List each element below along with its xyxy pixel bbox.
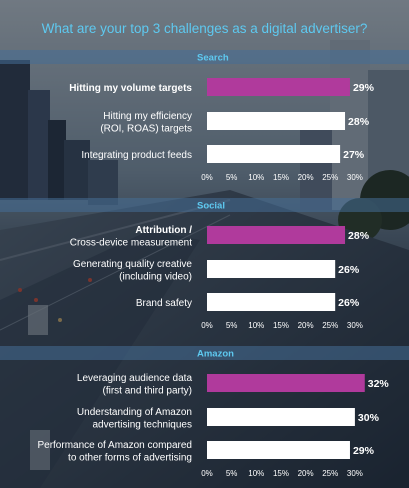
x-tick-label: 25% <box>322 173 338 182</box>
category-label-line: (ROI, ROAS) targets <box>100 123 192 134</box>
x-tick-label: 30% <box>347 469 363 478</box>
bar <box>207 226 346 244</box>
category-label-line: Performance of Amazon compared <box>37 440 192 451</box>
bar-value-label: 29% <box>353 445 375 457</box>
section-band <box>0 50 409 64</box>
category-label-line: (first and third party) <box>103 385 192 396</box>
bar-value-label: 26% <box>338 264 360 276</box>
x-tick-label: 0% <box>201 173 213 182</box>
x-tick-label: 10% <box>248 469 264 478</box>
x-tick-label: 0% <box>201 469 213 478</box>
bar <box>207 112 346 130</box>
category-label: Attribution / Cross-device measurement <box>70 225 192 249</box>
x-tick-label: 0% <box>201 321 213 330</box>
category-label: Integrating product feeds <box>81 150 192 161</box>
section-band <box>0 198 409 212</box>
bar-value-label: 28% <box>348 116 370 128</box>
bar <box>207 293 336 311</box>
category-label-line: Hitting my efficiency <box>103 111 192 122</box>
bar <box>207 408 355 426</box>
category-label-line: advertising techniques <box>92 419 192 430</box>
x-tick-label: 10% <box>248 173 264 182</box>
x-tick-label: 25% <box>322 469 338 478</box>
x-tick-label: 5% <box>226 173 238 182</box>
bar-value-label: 26% <box>338 297 360 309</box>
bar <box>207 374 365 392</box>
category-label: Understanding of Amazon advertising techn… <box>77 407 192 431</box>
x-tick-label: 5% <box>226 469 238 478</box>
x-tick-label: 5% <box>226 321 238 330</box>
x-tick-label: 10% <box>248 321 264 330</box>
x-tick-label: 15% <box>273 469 289 478</box>
x-tick-label: 15% <box>273 321 289 330</box>
x-tick-label: 25% <box>322 321 338 330</box>
category-label: Brand safety <box>136 298 192 309</box>
category-label-line: Integrating product feeds <box>81 150 192 161</box>
category-label-line: Understanding of Amazon <box>77 407 192 418</box>
x-tick-label: 30% <box>347 321 363 330</box>
bar-value-label: 30% <box>358 412 380 424</box>
category-label-line: to other forms of advertising <box>68 452 192 463</box>
category-label-line: Generating quality creative <box>73 259 192 270</box>
section-title: Amazon <box>197 349 234 360</box>
category-label-line: Attribution / <box>135 225 192 236</box>
bar <box>207 441 350 459</box>
bar-value-label: 28% <box>348 230 370 242</box>
section-title: Social <box>197 201 225 212</box>
x-tick-label: 20% <box>298 469 314 478</box>
category-label-line: Cross-device measurement <box>70 237 192 248</box>
category-label: Hitting my efficiency (ROI, ROAS) targets <box>100 111 192 135</box>
category-label-line: Brand safety <box>136 298 192 309</box>
bar <box>207 260 336 278</box>
category-label-line: Hitting my volume targets <box>69 83 192 94</box>
category-label-line: Leveraging audience data <box>77 373 193 384</box>
x-tick-label: 20% <box>298 321 314 330</box>
section-title: Search <box>197 53 229 64</box>
bar <box>207 78 350 96</box>
category-label: Hitting my volume targets <box>69 83 192 94</box>
bar-value-label: 29% <box>353 82 375 94</box>
x-tick-label: 15% <box>273 173 289 182</box>
chart-title: What are your top 3 challenges as a digi… <box>41 21 368 36</box>
bar-value-label: 27% <box>343 149 365 161</box>
bar <box>207 145 341 163</box>
category-label: Leveraging audience data (first and third… <box>77 373 193 397</box>
bar-value-label: 32% <box>368 378 390 390</box>
x-tick-label: 20% <box>298 173 314 182</box>
x-tick-label: 30% <box>347 173 363 182</box>
section-band <box>0 346 409 360</box>
category-label-line: (including video) <box>119 271 192 282</box>
category-label: Generating quality creative (including vi… <box>73 259 192 283</box>
category-label: Performance of Amazon compared to other f… <box>37 440 192 464</box>
